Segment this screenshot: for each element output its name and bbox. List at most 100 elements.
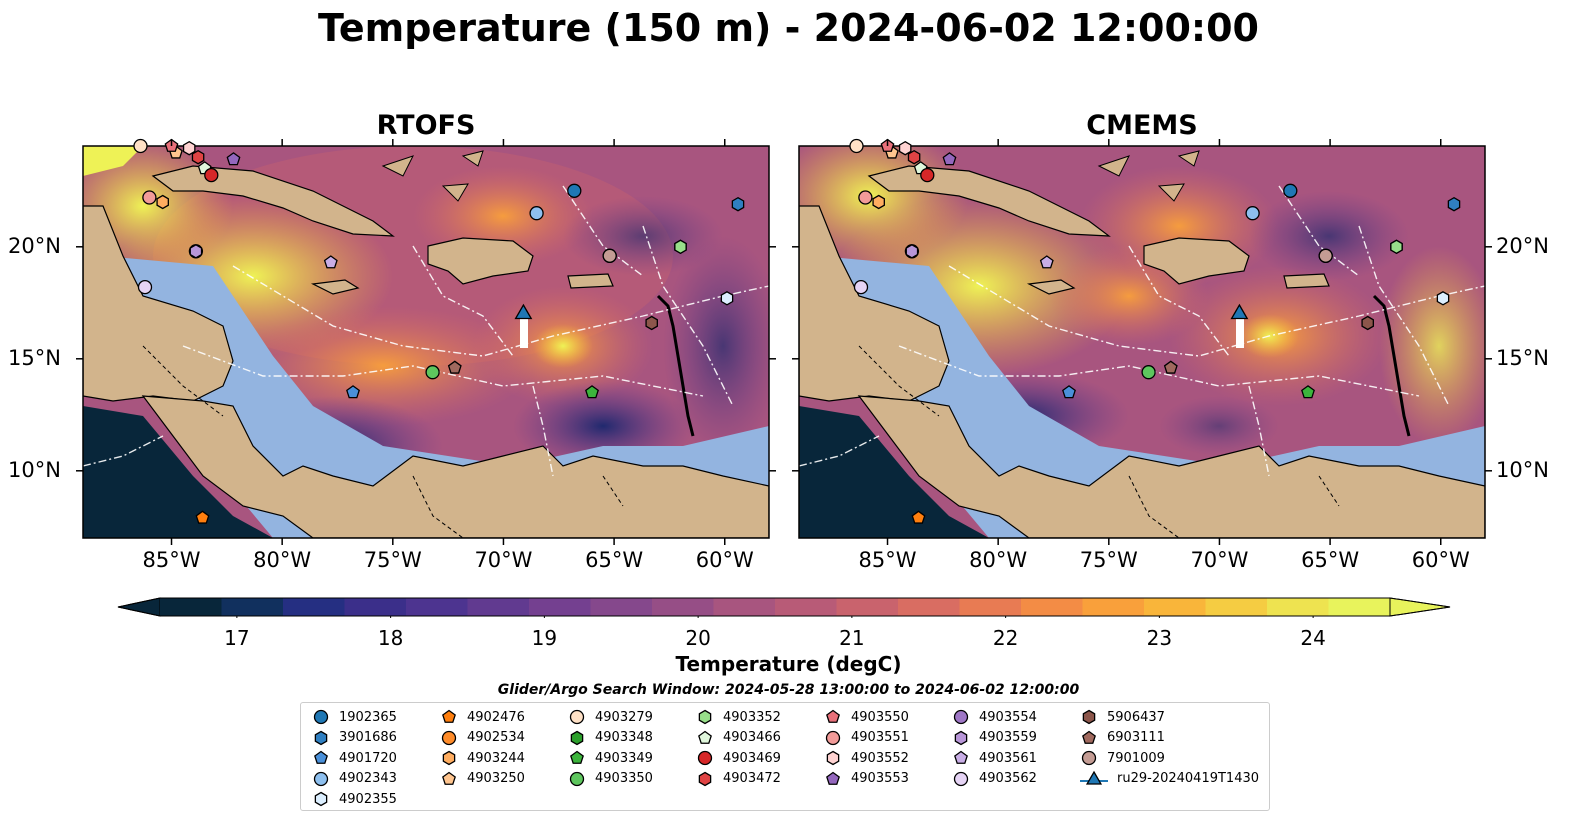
float-1902365 — [567, 183, 582, 198]
legend-item-4903348: 4903348 — [567, 728, 653, 748]
legend-item-4903559: 4903559 — [951, 728, 1037, 748]
legend-marker — [953, 771, 969, 786]
legend-item-ru29-20240419T1430: ru29-20240419T1430 — [1079, 769, 1259, 789]
lat-label-right: 10°N — [1496, 457, 1549, 482]
float-6903111 — [447, 360, 462, 374]
legend-label: 4903562 — [979, 771, 1037, 786]
lat-label-left: 10°N — [8, 457, 61, 482]
legend-marker-group — [954, 730, 968, 745]
float-legend-icon — [569, 709, 585, 725]
legend-label: 4902343 — [339, 771, 397, 786]
legend-item-4903250: 4903250 — [439, 769, 525, 789]
colorbar-segment — [1205, 598, 1268, 616]
legend-item-4903561: 4903561 — [951, 748, 1037, 768]
float-legend-icon — [314, 730, 328, 745]
float-4903349 — [585, 385, 599, 399]
legend-item-4903350: 4903350 — [567, 769, 653, 789]
lat-label-right: 15°N — [1496, 345, 1549, 370]
float-marker-4903559 — [905, 244, 919, 259]
legend-label: 4903550 — [851, 709, 909, 725]
float-legend-icon — [314, 791, 328, 807]
colorbar-segment — [836, 598, 899, 616]
float-3901686 — [1447, 196, 1461, 212]
legend-item-1902365: 1902365 — [311, 707, 397, 727]
float-7901009 — [1318, 248, 1333, 263]
float-marker-4903561 — [1039, 255, 1054, 269]
float-marker-1902365 — [567, 183, 582, 198]
legend-marker-group — [314, 750, 328, 764]
legend-label: 4902476 — [467, 709, 525, 725]
legend-item-6903111: 6903111 — [1079, 728, 1165, 748]
float-marker-4903349 — [585, 385, 599, 399]
float-marker-4903553 — [226, 152, 241, 166]
float-legend-icon — [697, 750, 713, 766]
float-7901009 — [602, 248, 617, 263]
float-5906437 — [1361, 315, 1374, 331]
float-3901686 — [731, 196, 745, 212]
float-4902355 — [1436, 291, 1450, 306]
lon-label-rtofs: 80°W — [253, 548, 312, 572]
lon-label-cmems: 85°W — [858, 548, 917, 572]
colorbar-tick-label: 24 — [1300, 626, 1326, 650]
float-legend-icon — [1081, 750, 1097, 766]
float-marker-4903562 — [137, 279, 153, 295]
float-marker-7901009 — [1318, 248, 1333, 263]
legend-marker — [1081, 750, 1097, 766]
glider-marker — [514, 303, 533, 320]
legend-marker-group — [953, 771, 969, 786]
legend-marker-group — [313, 771, 329, 786]
glider-track — [1236, 318, 1244, 348]
float-marker-4903559 — [189, 244, 203, 259]
float-marker-4902343 — [529, 206, 544, 221]
colorbar-tick-label: 18 — [377, 626, 404, 650]
colorbar-segment — [898, 598, 960, 616]
float-marker-4901720 — [1062, 385, 1076, 399]
legend-item-5906437: 5906437 — [1079, 707, 1165, 727]
colorbar-segment — [1082, 598, 1145, 616]
legend-label: 4903553 — [851, 771, 909, 786]
legend-label: 4903561 — [979, 750, 1037, 766]
legend-marker-group — [1082, 709, 1096, 725]
colorbar-tick-label: 20 — [685, 626, 711, 650]
legend-label: 7901009 — [1107, 750, 1165, 766]
float-marker-1902365 — [1283, 183, 1298, 198]
float-4902476 — [195, 510, 210, 524]
legend-marker-group — [826, 750, 840, 766]
legend-marker — [698, 771, 712, 786]
lon-label-cmems: 65°W — [1301, 548, 1360, 572]
legend-marker-group — [314, 730, 328, 745]
legend-marker — [954, 730, 968, 745]
legend-label: 4903279 — [595, 709, 653, 725]
legend-label: 4903250 — [467, 771, 525, 786]
colorbar-segment — [1021, 598, 1083, 616]
float-4902355 — [720, 291, 734, 306]
legend-marker-group — [826, 771, 840, 785]
lon-label-rtofs: 65°W — [585, 548, 644, 572]
colorbar-extend-high — [1389, 597, 1451, 617]
legend-label: 3901686 — [339, 730, 397, 745]
float-4903352 — [1390, 239, 1403, 255]
float-marker-4903244 — [872, 194, 885, 210]
lat-label-left: 15°N — [8, 345, 61, 370]
legend-marker — [569, 709, 585, 725]
float-marker-4901720 — [346, 385, 360, 399]
map-panel-rtofs — [76, 138, 776, 545]
legend-marker — [442, 771, 456, 785]
legend-marker — [569, 771, 585, 786]
colorbar-label: Temperature (degC) — [675, 652, 902, 676]
legend-item-7901009: 7901009 — [1079, 748, 1165, 768]
lon-label-cmems: 70°W — [1190, 548, 1249, 572]
legend-marker-group — [698, 771, 712, 786]
float-legend-icon — [570, 750, 584, 764]
float-marker-5906437 — [645, 315, 658, 331]
colorbar-segment — [1267, 598, 1329, 616]
float-legend-icon — [570, 730, 584, 745]
float-4902343 — [529, 206, 544, 221]
float-4903350 — [1141, 365, 1156, 380]
legend-marker — [953, 709, 969, 725]
legend-item-4902355: 4902355 — [311, 789, 397, 809]
legend-label: 4903350 — [595, 771, 653, 786]
float-legend-icon — [954, 750, 968, 764]
colorbar-segment — [1144, 598, 1206, 616]
legend-marker — [314, 791, 328, 807]
